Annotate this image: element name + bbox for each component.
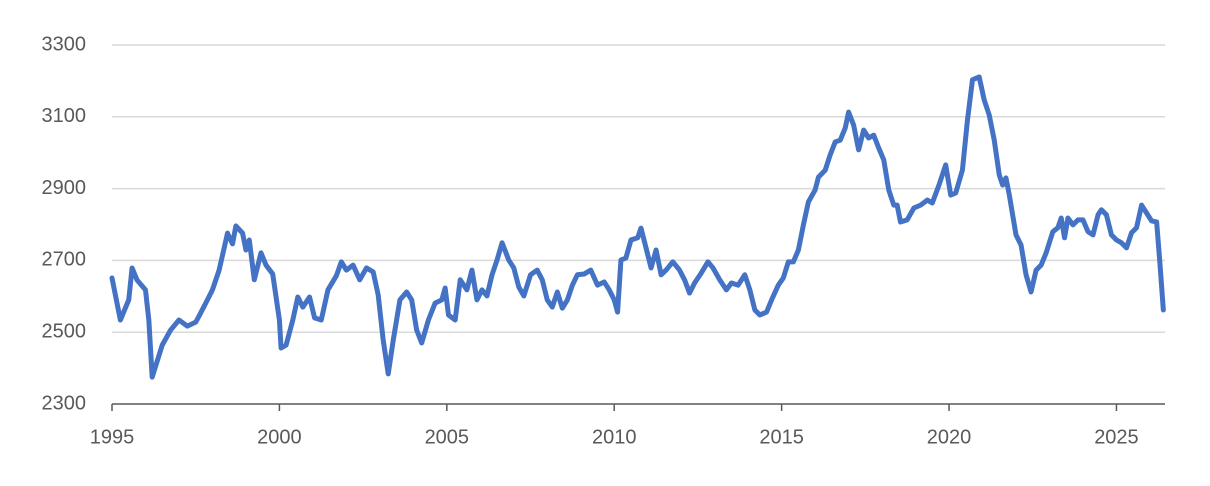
- y-tick-label: 3300: [42, 33, 87, 55]
- x-tick-label: 2020: [927, 426, 972, 448]
- y-tick-label: 2900: [42, 177, 87, 199]
- y-tick-label: 3100: [42, 105, 87, 127]
- x-tick-label: 2015: [759, 426, 804, 448]
- y-tick-label: 2300: [42, 392, 87, 414]
- y-tick-label: 2700: [42, 249, 87, 271]
- x-tick-label: 2010: [592, 426, 637, 448]
- x-tick-label: 2005: [425, 426, 470, 448]
- line-series: [109, 74, 1166, 380]
- x-tick-label: 2025: [1094, 426, 1139, 448]
- x-tick-label: 2000: [257, 426, 302, 448]
- x-tick-label: 1995: [90, 426, 135, 448]
- y-tick-label: 2500: [42, 320, 87, 342]
